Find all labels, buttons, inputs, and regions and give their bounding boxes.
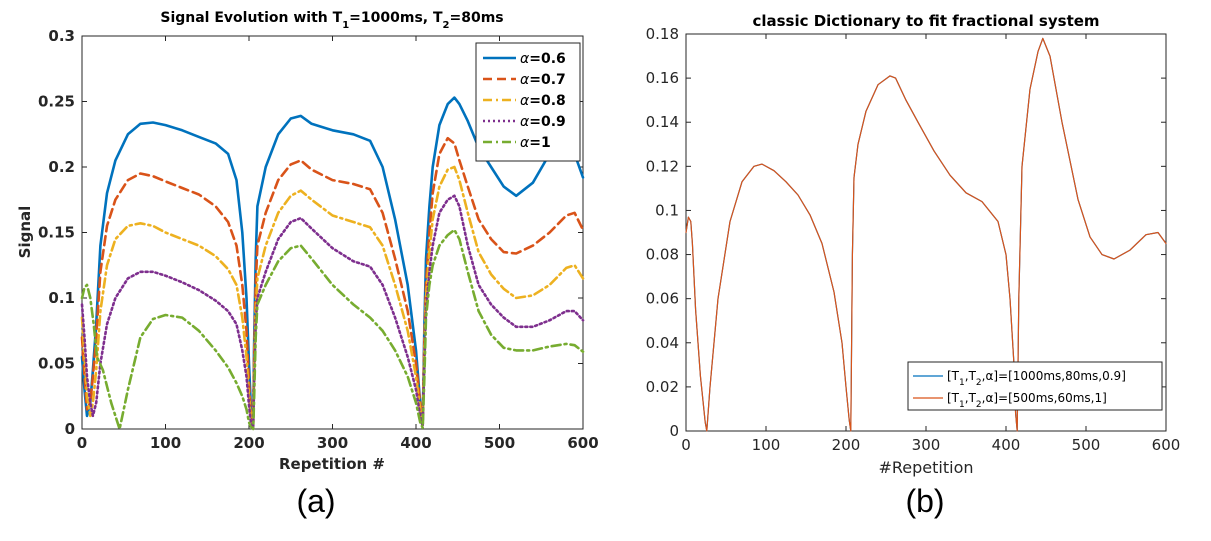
chart-b-y-ticks: 0 0.02 0.04 0.06 0.08 0.1 0.12 0.14 0.16 0.18 — [646, 25, 1166, 440]
b-ytick-label: 0.04 — [646, 334, 679, 352]
chart-a-xlabel: Repetition # — [279, 455, 385, 473]
chart-a-ylabel: Signal — [16, 206, 34, 259]
b-ytick-label: 0.02 — [646, 378, 679, 396]
a-ytick-label: 0.2 — [48, 158, 75, 176]
chart-a-title: Signal Evolution with T1=1000ms, T2=80ms — [160, 10, 503, 31]
chart-b-xlabel: #Repetition — [878, 458, 973, 477]
chart-a-legend-label-3: α=0.9 — [520, 114, 566, 130]
b-xtick-label: 200 — [832, 436, 861, 454]
a-xtick-label: 100 — [150, 434, 181, 452]
chart-a-legend-label-4: α=1 — [520, 135, 551, 151]
a-ytick-label: 0.15 — [38, 224, 75, 242]
a-series-line-2 — [80, 165, 585, 428]
a-xtick-label: 400 — [400, 434, 431, 452]
b-ytick-label: 0.1 — [655, 201, 679, 219]
a-ytick-label: 0.1 — [48, 289, 75, 307]
b-ytick-label: 0.14 — [646, 113, 679, 131]
a-series-line-0 — [80, 96, 585, 424]
b-xtick-label: 300 — [912, 436, 941, 454]
chart-a-series — [80, 96, 585, 431]
b-ytick-label: 0 — [669, 422, 679, 440]
b-xtick-label: 400 — [992, 436, 1021, 454]
chart-a-legend-label-0: α=0.6 — [520, 51, 566, 67]
b-xtick-label: 500 — [1072, 436, 1101, 454]
a-xtick-label: 600 — [567, 434, 598, 452]
panel-b-caption: (b) — [905, 483, 944, 519]
b-ytick-label: 0.16 — [646, 69, 679, 87]
chart-b-title: classic Dictionary to fit fractional sys… — [752, 12, 1099, 30]
b-ytick-label: 0.08 — [646, 246, 679, 264]
a-series-line-1 — [80, 136, 585, 426]
a-series-line-3 — [80, 194, 585, 430]
b-ytick-label: 0.06 — [646, 290, 679, 308]
a-xtick-label: 300 — [317, 434, 348, 452]
chart-b-legend: [T1,T2,α]=[1000ms,80ms,0.9] [T1,T2,α]=[50… — [907, 361, 1163, 411]
a-xtick-label: 0 — [77, 434, 87, 452]
a-ytick-label: 0.25 — [38, 93, 75, 111]
chart-b-x-ticks: 0 100 200 300 400 500 600 — [681, 34, 1180, 454]
panel-a-caption: (a) — [296, 483, 335, 519]
a-series-line-4 — [80, 228, 585, 431]
b-xtick-label: 100 — [752, 436, 781, 454]
chart-b-legend-label-1: [T1,T2,α]=[500ms,60ms,1] — [947, 391, 1107, 410]
chart-b-series — [685, 37, 1167, 432]
chart-b-legend-label-0: [T1,T2,α]=[1000ms,80ms,0.9] — [947, 369, 1126, 388]
chart-b: classic Dictionary to fit fractional sys… — [646, 12, 1181, 519]
b-xtick-label: 600 — [1152, 436, 1181, 454]
chart-a-x-ticks: 0 100 200 300 400 500 600 — [77, 36, 599, 452]
chart-a-legend-label-1: α=0.7 — [520, 72, 566, 88]
chart-a-legend-label-2: α=0.8 — [520, 93, 566, 109]
chart-a: Signal Evolution with T1=1000ms, T2=80ms… — [16, 10, 599, 519]
b-series-line-1 — [685, 37, 1167, 432]
b-xtick-label: 0 — [681, 436, 691, 454]
a-ytick-label: 0 — [65, 420, 75, 438]
a-ytick-label: 0.3 — [48, 27, 75, 45]
b-ytick-label: 0.18 — [646, 25, 679, 43]
a-xtick-label: 200 — [233, 434, 264, 452]
b-ytick-label: 0.12 — [646, 157, 679, 175]
a-xtick-label: 500 — [484, 434, 515, 452]
chart-a-legend: α=0.6 α=0.7 α=0.8 α=0.9 α=1 — [475, 42, 581, 162]
a-ytick-label: 0.05 — [38, 355, 75, 373]
